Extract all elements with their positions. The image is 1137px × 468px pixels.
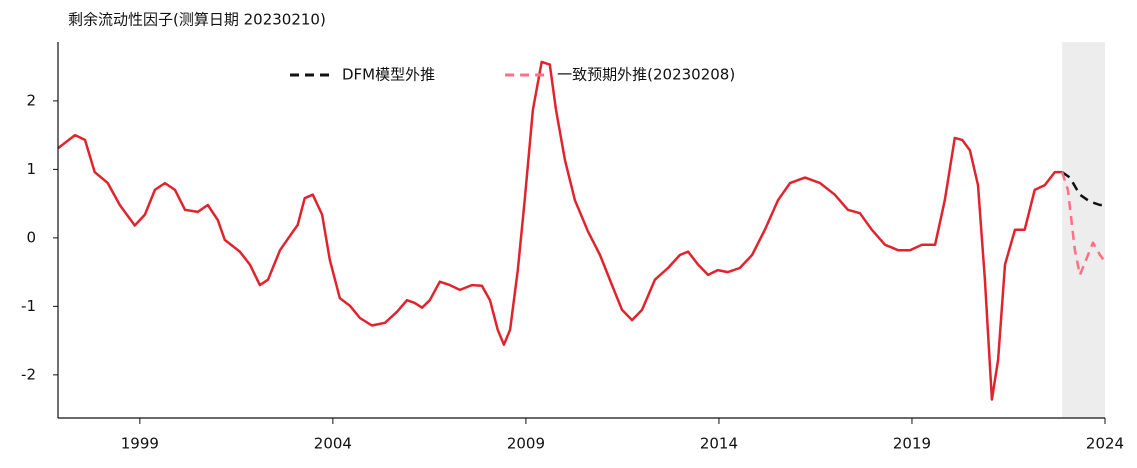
shaded-region [1062,42,1105,418]
chart-title: 剩余流动性因子(测算日期 20230210) [68,11,326,29]
y-tick-label: -1 [21,297,36,315]
legend-label: 一致预期外推(20230208) [557,66,735,84]
x-tick-label: 2009 [507,435,545,453]
x-tick-label: 1999 [121,435,159,453]
line [57,60,1063,401]
y-tick-label: -2 [21,365,36,383]
legend-label: DFM模型外推 [342,66,435,84]
x-tick-label: 2014 [700,435,738,453]
y-tick-label: 2 [26,91,36,109]
line [1061,171,1105,207]
y-tick-label: 1 [26,160,36,178]
x-tick-label: 2019 [893,435,931,453]
line [1060,171,1107,277]
x-tick-label: 2024 [1086,435,1124,453]
x-tick-label: 2004 [314,435,352,453]
y-tick-label: 0 [26,228,36,246]
